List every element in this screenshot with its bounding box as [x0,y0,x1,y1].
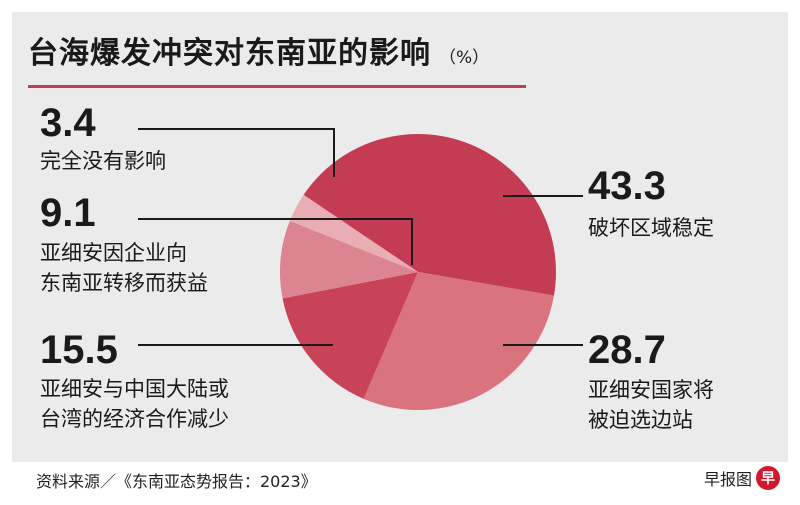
chart-title: 台海爆发冲突对东南亚的影响 [28,36,431,71]
pie-slice [303,133,556,296]
unit-label: （%） [439,48,490,68]
data-value-label: 28.7 [588,328,666,372]
data-value-label: 3.4 [40,101,96,145]
data-value-label: 43.3 [588,164,666,208]
source-note: 资料来源／《东南亚态势报告：2023》 [36,472,317,491]
title-underline [28,85,526,88]
pie-slice [282,272,418,399]
category-label: 亚细安国家将 [588,378,714,402]
data-value-label: 15.5 [40,328,118,372]
category-label: 台湾的经济合作减少 [40,407,229,431]
category-label: 亚细安因企业向 [40,241,187,265]
pie-slice [363,272,554,410]
leader-line [138,218,413,265]
category-label: 被迫选边站 [588,408,693,432]
zaobao-logo: 早 [756,466,780,490]
leader-line [138,128,335,177]
category-label: 完全没有影响 [40,149,166,173]
category-label: 东南亚转移而获益 [40,271,208,295]
pie-slice [280,220,418,299]
data-value-label: 9.1 [40,191,96,235]
credit-text: 早报图 [703,470,752,489]
category-label: 破坏区域稳定 [588,216,714,240]
category-label: 亚细安与中国大陆或 [40,377,229,401]
credit: 早报图 早 [704,466,780,490]
pie-slice [289,194,418,272]
chart-title-group: 台海爆发冲突对东南亚的影响 （%） [28,28,489,72]
